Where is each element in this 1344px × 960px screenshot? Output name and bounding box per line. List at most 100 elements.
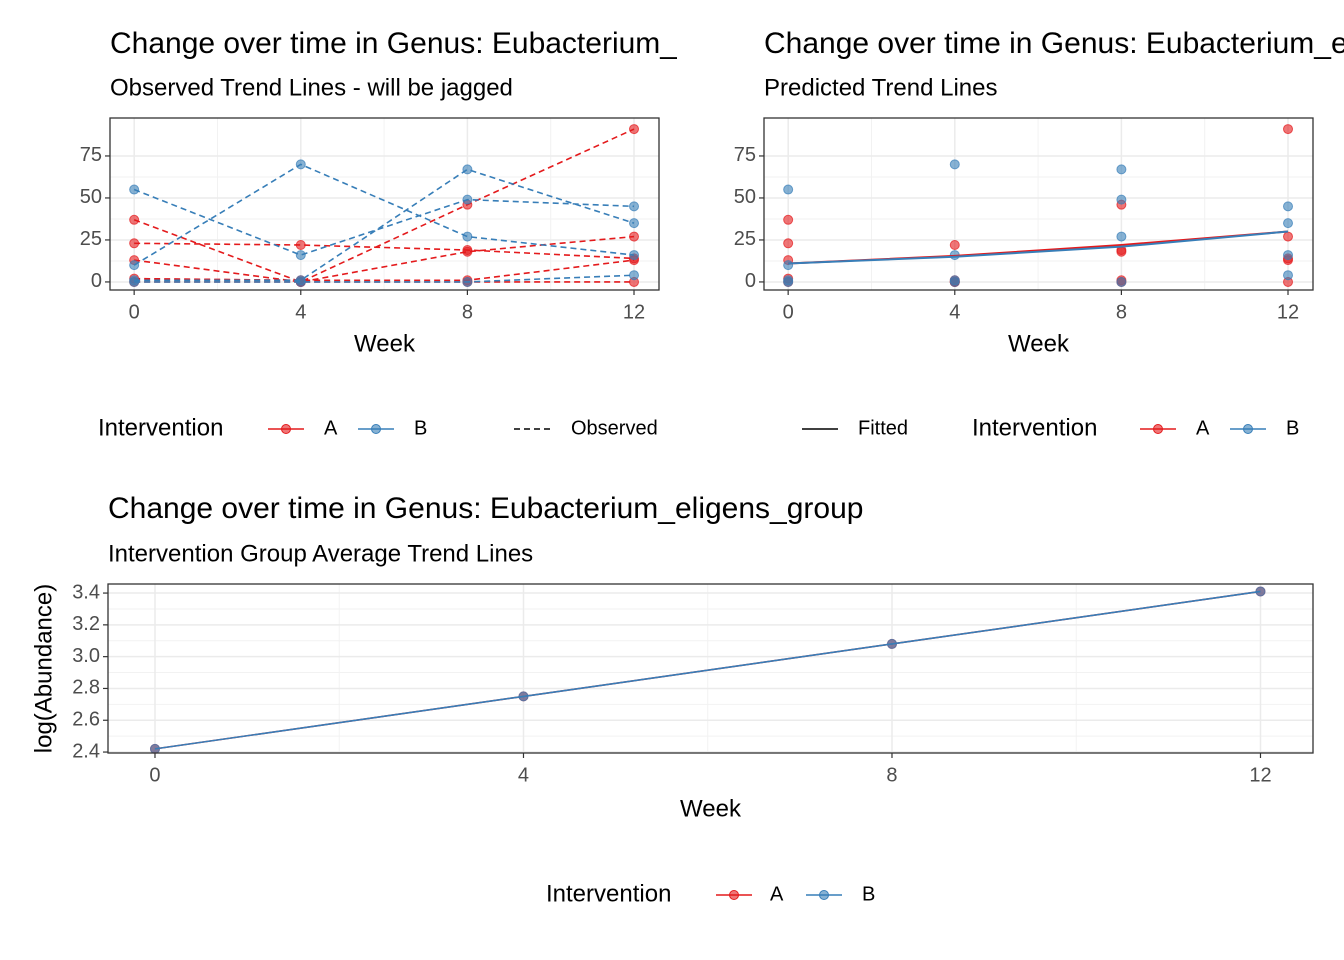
x-tick-label: 12	[1277, 301, 1299, 323]
x-tick-label: 0	[149, 764, 160, 786]
legend-title: Intervention	[98, 414, 223, 441]
observed-point	[129, 214, 140, 225]
legend-key-point	[371, 424, 381, 434]
x-tick-label: 8	[1116, 301, 1127, 323]
series-point	[1255, 586, 1266, 597]
observed-line	[134, 259, 635, 282]
observed-point	[1283, 250, 1294, 261]
observed-point	[295, 250, 306, 261]
observed-point	[783, 214, 794, 225]
x-tick-label: 12	[623, 301, 645, 323]
observed-point	[462, 231, 473, 242]
series-point	[886, 638, 897, 649]
y-tick-label: 75	[734, 144, 756, 166]
observed-point	[629, 270, 640, 281]
legend-title: Intervention	[546, 880, 671, 907]
chart-title: Change over time in Genus: Eubacterium_e…	[110, 27, 865, 60]
x-axis-title: Week	[680, 795, 742, 822]
observed-point	[462, 276, 473, 287]
observed-point	[783, 276, 794, 287]
legend-label: A	[1196, 417, 1210, 439]
x-tick-label: 8	[462, 301, 473, 323]
x-tick-label: 4	[295, 301, 306, 323]
observed-point	[462, 164, 473, 175]
observed-point	[1283, 124, 1294, 135]
observed-point	[295, 276, 306, 287]
observed-line	[134, 274, 635, 283]
legend-label: B	[862, 883, 875, 905]
observed-point	[1116, 164, 1127, 175]
legend-label: A	[324, 417, 338, 439]
observed-point	[629, 218, 640, 229]
observed-point	[462, 194, 473, 205]
y-axis-title: log(Abundance)	[30, 584, 57, 753]
observed-point	[1116, 194, 1127, 205]
observed-point	[1116, 276, 1127, 287]
observed-line	[133, 128, 635, 283]
chart-title: Change over time in Genus: Eubacterium_e…	[108, 492, 863, 525]
legend-label: B	[1286, 417, 1299, 439]
observed-point	[1283, 201, 1294, 212]
observed-point	[1283, 270, 1294, 281]
observed-line	[134, 235, 635, 283]
observed-line	[134, 168, 635, 282]
x-axis-title: Week	[1008, 330, 1070, 357]
observed-point	[129, 184, 140, 195]
observed-point	[1116, 231, 1127, 242]
y-tick-label: 50	[80, 186, 102, 208]
panel-border	[763, 117, 1314, 291]
observed-point	[129, 276, 140, 287]
y-tick-label: 0	[91, 270, 102, 292]
y-tick-label: 25	[80, 228, 102, 250]
legend-label: Observed	[571, 417, 658, 439]
series-point	[149, 743, 160, 754]
observed-point	[949, 159, 960, 170]
y-tick-label: 75	[80, 144, 102, 166]
observed-point	[629, 124, 640, 135]
legend-label: B	[414, 417, 427, 439]
observed-point	[783, 238, 794, 249]
observed-point	[629, 231, 640, 242]
observed-point	[129, 260, 140, 271]
y-tick-label: 50	[734, 186, 756, 208]
panel-border	[109, 117, 660, 291]
observed-point	[949, 239, 960, 250]
observed-point	[295, 159, 306, 170]
legend-key-point	[819, 890, 829, 900]
series-point	[518, 691, 529, 702]
panel-border	[107, 583, 1314, 754]
observed-point	[462, 246, 473, 257]
observed-point	[949, 276, 960, 287]
series-line	[154, 590, 1261, 750]
x-tick-label: 4	[949, 301, 960, 323]
y-tick-label: 0	[745, 270, 756, 292]
x-tick-label: 4	[518, 764, 529, 786]
observed-point	[629, 201, 640, 212]
observed-point	[783, 184, 794, 195]
legend-title: Intervention	[972, 414, 1097, 441]
y-tick-label: 2.6	[72, 709, 100, 731]
observed-point	[629, 250, 640, 261]
chart-title: Change over time in Genus: Eubacterium_e…	[764, 27, 1344, 60]
y-tick-label: 25	[734, 228, 756, 250]
y-tick-label: 3.0	[72, 645, 100, 667]
legend-key-point	[729, 890, 739, 900]
observed-line	[134, 242, 635, 260]
legend-key-point	[281, 424, 291, 434]
observed-line	[133, 163, 635, 266]
x-tick-label: 8	[886, 764, 897, 786]
legend-key-point	[1153, 424, 1163, 434]
x-tick-label: 12	[1249, 764, 1271, 786]
x-tick-label: 0	[129, 301, 140, 323]
x-axis-title: Week	[354, 330, 416, 357]
legend-key-point	[1243, 424, 1253, 434]
y-tick-label: 2.8	[72, 677, 100, 699]
x-tick-label: 0	[783, 301, 794, 323]
y-tick-label: 2.4	[72, 740, 100, 762]
y-tick-label: 3.2	[72, 613, 100, 635]
observed-point	[1283, 231, 1294, 242]
legend-label: A	[770, 883, 784, 905]
fitted-line	[788, 230, 1289, 265]
chart-subtitle: Predicted Trend Lines	[764, 74, 997, 101]
